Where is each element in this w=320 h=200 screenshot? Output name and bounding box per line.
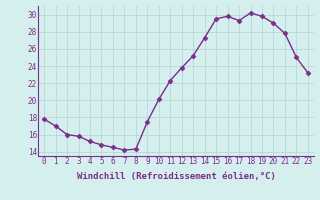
X-axis label: Windchill (Refroidissement éolien,°C): Windchill (Refroidissement éolien,°C) — [76, 172, 276, 181]
